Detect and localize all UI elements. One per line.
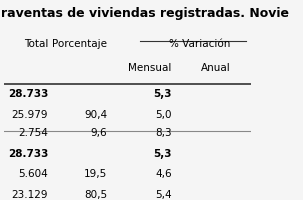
Text: 28.733: 28.733 bbox=[8, 148, 48, 158]
Text: 4,6: 4,6 bbox=[155, 169, 172, 179]
Text: 25.979: 25.979 bbox=[12, 109, 48, 119]
Text: 5,4: 5,4 bbox=[155, 189, 172, 199]
Text: 23.129: 23.129 bbox=[12, 189, 48, 199]
Text: 5,3: 5,3 bbox=[153, 148, 172, 158]
Text: 28.733: 28.733 bbox=[8, 89, 48, 99]
Text: 19,5: 19,5 bbox=[84, 169, 108, 179]
Text: 80,5: 80,5 bbox=[84, 189, 108, 199]
Text: 5,0: 5,0 bbox=[155, 109, 172, 119]
Text: 2.754: 2.754 bbox=[18, 128, 48, 138]
Text: 90,4: 90,4 bbox=[84, 109, 108, 119]
Text: 5,3: 5,3 bbox=[153, 89, 172, 99]
Text: Mensual: Mensual bbox=[128, 63, 172, 73]
Text: 8,3: 8,3 bbox=[155, 128, 172, 138]
Text: Total: Total bbox=[24, 39, 48, 48]
Text: 5.604: 5.604 bbox=[18, 169, 48, 179]
Text: % Variación: % Variación bbox=[169, 39, 231, 48]
Text: 9,6: 9,6 bbox=[91, 128, 108, 138]
Text: raventas de viviendas registradas. Novie: raventas de viviendas registradas. Novie bbox=[1, 7, 289, 20]
Text: Porcentaje: Porcentaje bbox=[52, 39, 108, 48]
Text: Anual: Anual bbox=[201, 63, 231, 73]
